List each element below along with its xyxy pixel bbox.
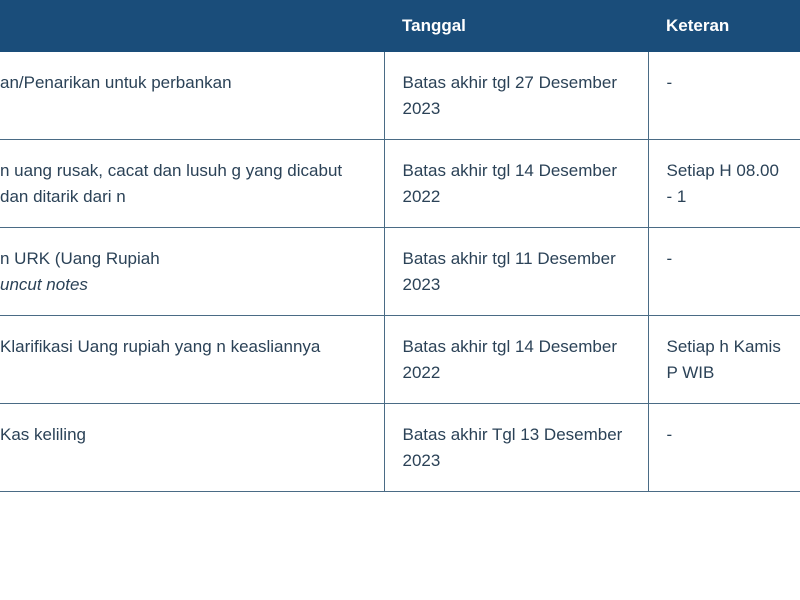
table-body: an/Penarikan untuk perbankan Batas akhir… [0, 52, 800, 492]
cell-desc: Kas keliling [0, 404, 384, 492]
cell-desc-line1: n URK (Uang Rupiah [0, 249, 160, 268]
col-header-desc [0, 0, 384, 52]
cell-desc: n uang rusak, cacat dan lusuh g yang dic… [0, 140, 384, 228]
cell-date: Batas akhir tgl 11 Desember 2023 [384, 228, 648, 316]
cell-note: Setiap H 08.00 - 1 [648, 140, 800, 228]
col-header-date: Tanggal [384, 0, 648, 52]
cell-desc: an/Penarikan untuk perbankan [0, 52, 384, 140]
table-row: n uang rusak, cacat dan lusuh g yang dic… [0, 140, 800, 228]
cell-desc-line2-italic: uncut notes [0, 275, 88, 294]
table-row: Kas keliling Batas akhir Tgl 13 Desember… [0, 404, 800, 492]
cell-note: - [648, 228, 800, 316]
cell-note: Setiap h Kamis P WIB [648, 316, 800, 404]
header-row: Tanggal Keteran [0, 0, 800, 52]
cell-desc: Klarifikasi Uang rupiah yang n keasliann… [0, 316, 384, 404]
table-row: n URK (Uang Rupiah uncut notes Batas akh… [0, 228, 800, 316]
cell-desc: n URK (Uang Rupiah uncut notes [0, 228, 384, 316]
cell-date: Batas akhir tgl 14 Desember 2022 [384, 140, 648, 228]
table-row: Klarifikasi Uang rupiah yang n keasliann… [0, 316, 800, 404]
col-header-note: Keteran [648, 0, 800, 52]
schedule-table-container: Tanggal Keteran an/Penarikan untuk perba… [0, 0, 800, 600]
cell-note: - [648, 52, 800, 140]
cell-note: - [648, 404, 800, 492]
table-header: Tanggal Keteran [0, 0, 800, 52]
cell-date: Batas akhir Tgl 13 Desember 2023 [384, 404, 648, 492]
table-row: an/Penarikan untuk perbankan Batas akhir… [0, 52, 800, 140]
cell-date: Batas akhir tgl 27 Desember 2023 [384, 52, 648, 140]
schedule-table: Tanggal Keteran an/Penarikan untuk perba… [0, 0, 800, 492]
cell-date: Batas akhir tgl 14 Desember 2022 [384, 316, 648, 404]
